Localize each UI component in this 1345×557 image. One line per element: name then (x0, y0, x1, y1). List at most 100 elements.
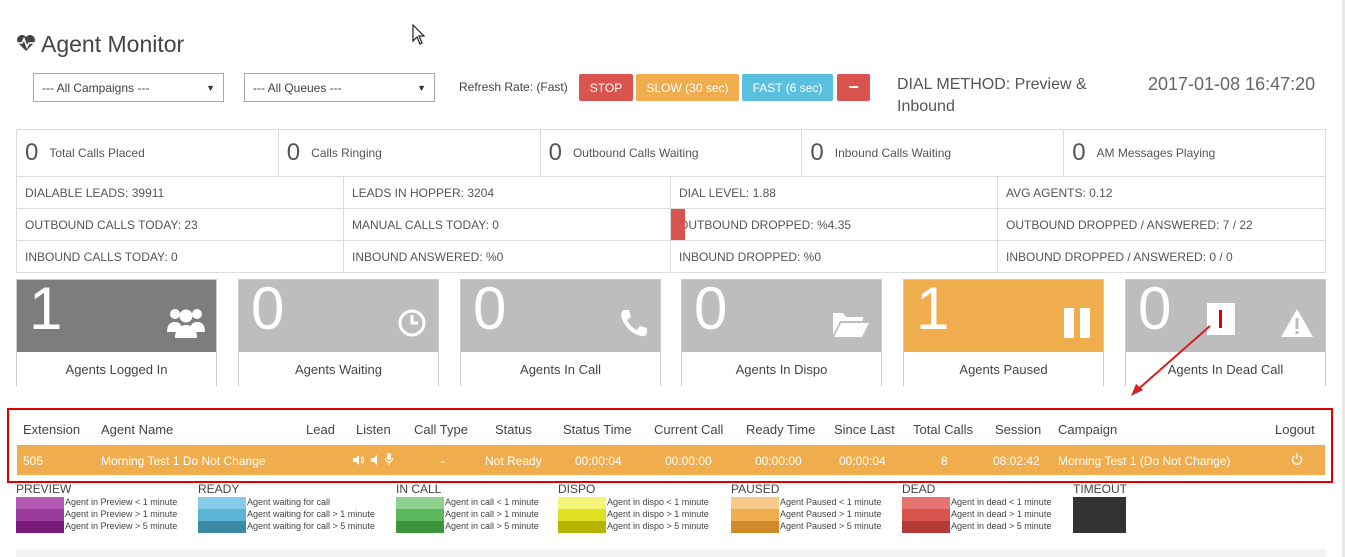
status-time-cell: 00:00:04 (575, 454, 622, 468)
slow-button[interactable]: SLOW (30 sec) (636, 74, 739, 101)
legend-swatch (198, 509, 246, 521)
card-label: Agents Logged In (17, 352, 216, 386)
legend-swatch (558, 509, 606, 521)
legend-text: Agent in Preview > 5 minute (65, 521, 178, 531)
card-label: Agents In Dispo (682, 352, 881, 386)
cursor-box-icon (1207, 303, 1235, 335)
legend-swatch (16, 509, 64, 521)
legend-swatch (16, 497, 64, 509)
status-cell: Not Ready (485, 454, 542, 468)
red-bar-icon (1219, 310, 1222, 328)
stat-value: 0 (810, 139, 824, 166)
card-label: Agents Waiting (239, 352, 438, 386)
legend-swatch (16, 521, 64, 533)
legend-swatch (558, 497, 606, 509)
column-header[interactable]: Logout (1275, 422, 1315, 437)
column-header[interactable]: Extension (23, 422, 81, 437)
legend-text: Agent waiting for call > 1 minute (247, 509, 375, 519)
legend-text: Agent in call > 1 minute (445, 509, 539, 519)
legend-title-paused: PAUSED (731, 482, 780, 496)
column-header[interactable]: Since Last (834, 422, 895, 437)
legend-swatch (198, 521, 246, 533)
legend-swatch (902, 521, 950, 533)
column-header[interactable]: Current Call (654, 422, 724, 437)
stat-value: 0 (548, 139, 562, 166)
card-agents-waiting[interactable]: 0 Agents Waiting (238, 277, 439, 386)
stat-inbound-calls-waiting: 0 Inbound Calls Waiting (802, 130, 1065, 176)
info-cell-text: OUTBOUND DROPPED: %4.35 (679, 217, 852, 232)
column-header[interactable]: Total Calls (913, 422, 973, 437)
legend-text: Agent in dead < 1 minute (951, 497, 1052, 507)
card-agents-in-dead-call[interactable]: 0 Agents In Dead Call (1125, 277, 1326, 386)
column-header[interactable]: Lead (306, 422, 335, 437)
card-top: 0 (682, 275, 881, 352)
volume-icon[interactable] (371, 454, 379, 468)
stop-button[interactable]: STOP (579, 74, 633, 101)
speaker-icon[interactable] (353, 454, 365, 468)
card-agents-in-dispo[interactable]: 0 Agents In Dispo (681, 275, 882, 386)
info-cell: OUTBOUND DROPPED / ANSWERED: 7 / 22 (997, 208, 1326, 241)
queue-select[interactable]: --- All Queues --- ▼ (244, 73, 435, 102)
legend-swatch (902, 497, 950, 509)
column-header[interactable]: Listen (356, 422, 391, 437)
stat-label: Total Calls Placed (49, 146, 145, 160)
chevron-down-icon: ▼ (206, 82, 215, 93)
stat-label: Outbound Calls Waiting (572, 146, 699, 160)
legend-text: Agent in call > 5 minute (445, 521, 539, 531)
card-top: 1 (904, 277, 1103, 352)
card-agents-in-call[interactable]: 0 Agents In Call (460, 277, 661, 386)
listen-controls (353, 453, 393, 468)
agent-name-cell: Morning Test 1 Do Not Change (101, 454, 266, 468)
total-calls-cell: 8 (941, 454, 948, 468)
legend-swatch (731, 509, 779, 521)
card-label: Agents In Dead Call (1126, 352, 1325, 386)
legend-swatch (396, 509, 444, 521)
column-header[interactable]: Agent Name (101, 422, 174, 437)
legend-text: Agent in dispo < 1 minute (607, 497, 709, 507)
column-header[interactable]: Status (495, 422, 532, 437)
campaign-select[interactable]: --- All Campaigns --- ▼ (33, 73, 224, 102)
info-cell: MANUAL CALLS TODAY: 0 (343, 208, 671, 241)
queue-select-value: --- All Queues --- (253, 80, 342, 95)
page-title: Agent Monitor (16, 31, 184, 58)
info-cell: DIALABLE LEADS: 39911 (16, 176, 344, 209)
column-header[interactable]: Status Time (563, 422, 632, 437)
column-header[interactable]: Campaign (1058, 422, 1118, 437)
info-cell: AVG AGENTS: 0.12 (997, 176, 1326, 209)
annotation-arrow-icon (1131, 325, 1211, 396)
card-top: 0 (1126, 277, 1325, 352)
legend-text: Agent in dispo > 1 minute (607, 509, 709, 519)
fast-button[interactable]: FAST (6 sec) (742, 74, 833, 101)
column-header[interactable]: Session (995, 422, 1042, 437)
legend-text: Agent in dispo > 5 minute (607, 521, 709, 531)
legend-title-in-call: IN CALL (396, 482, 442, 496)
agents-table: Extension Agent Name Lead Listen Call Ty… (7, 408, 1333, 483)
stat-label: AM Messages Playing (1096, 146, 1216, 160)
stat-value: 0 (1072, 139, 1086, 166)
legend-text: Agent Paused < 1 minute (780, 497, 882, 507)
page-scrollbar[interactable] (1342, 0, 1345, 557)
stat-label: Inbound Calls Waiting (834, 146, 952, 160)
stat-value: 0 (25, 139, 39, 166)
info-cell: INBOUND DROPPED / ANSWERED: 0 / 0 (997, 240, 1326, 273)
phone-icon (618, 307, 650, 344)
column-header[interactable]: Ready Time (746, 422, 816, 437)
card-count: 0 (694, 275, 728, 342)
card-agents-logged-in[interactable]: 1 Agents Logged In (16, 275, 217, 386)
power-icon[interactable] (1291, 453, 1303, 468)
column-header[interactable]: Call Type (414, 422, 468, 437)
table-row[interactable]: 505 Morning Test 1 Do Not Change - Not R… (17, 445, 1325, 475)
info-cell-outbound-dropped: OUTBOUND DROPPED: %4.35 (670, 208, 998, 241)
card-agents-paused[interactable]: 1 Agents Paused (903, 277, 1104, 386)
legend-swatch (731, 497, 779, 509)
datetime-display: 2017-01-08 16:47:20 (1148, 74, 1316, 94)
microphone-icon[interactable] (385, 453, 393, 468)
legend-swatch (731, 521, 779, 533)
folder-icon (831, 309, 871, 344)
card-count: 1 (29, 275, 63, 342)
stat-calls-ringing: 0 Calls Ringing (279, 130, 541, 176)
current-call-cell: 00:00:00 (665, 454, 712, 468)
legend-title-dead: DEAD (902, 482, 936, 496)
legend-text: Agent in call < 1 minute (445, 497, 539, 507)
minus-button[interactable]: − (837, 74, 870, 101)
